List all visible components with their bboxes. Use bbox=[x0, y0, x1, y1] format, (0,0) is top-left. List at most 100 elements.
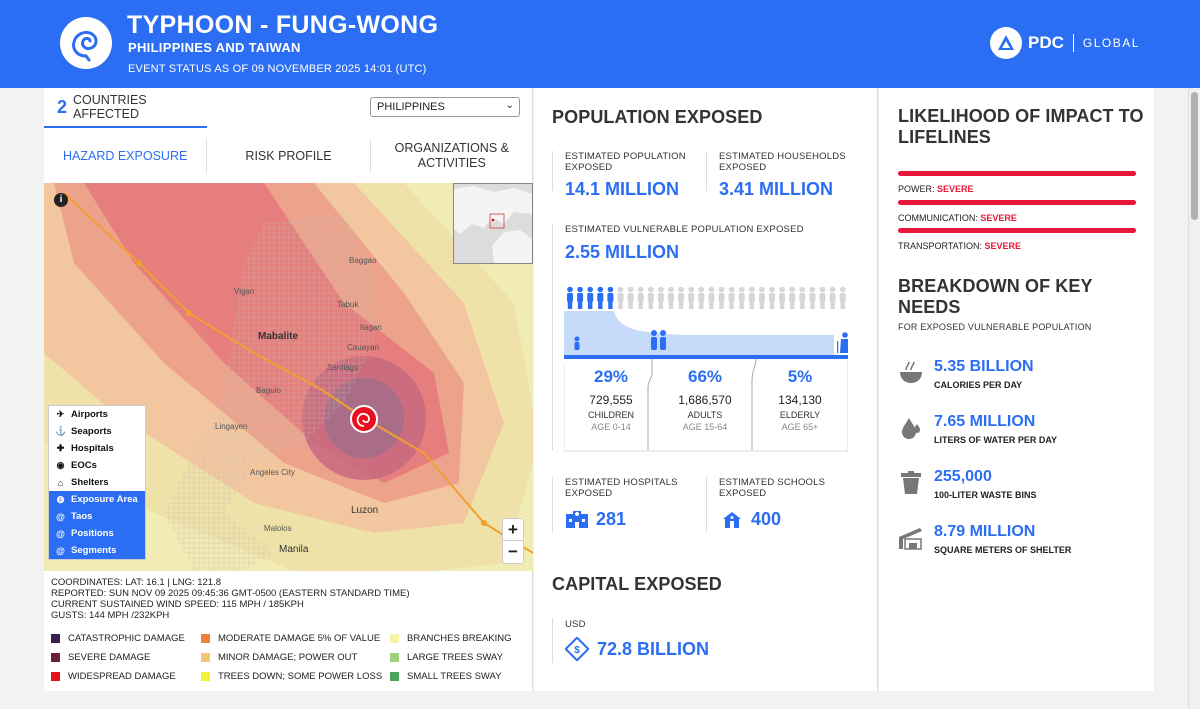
need-desc: SQUARE METERS OF SHELTER bbox=[934, 545, 1072, 555]
person-icon bbox=[597, 286, 604, 309]
person-icon bbox=[698, 286, 705, 309]
layer-hospitals[interactable]: ✚ Hospitals bbox=[49, 440, 145, 457]
est-population-label: ESTIMATED POPULATION EXPOSED bbox=[565, 151, 686, 173]
lifeline-transportation: TRANSPORTATION: SEVERE bbox=[898, 228, 1136, 251]
layer-taos[interactable]: @ Taos bbox=[49, 508, 145, 525]
hospitals-value: 281 bbox=[596, 509, 627, 529]
map-label: Cauayan bbox=[347, 343, 380, 352]
tab-hazard-exposure[interactable]: HAZARD EXPOSURE bbox=[44, 139, 208, 173]
need-value: 7.65 MILLION bbox=[934, 413, 1036, 430]
layer-airports[interactable]: ✈ Airports bbox=[49, 406, 145, 423]
trash-bin-icon bbox=[901, 471, 921, 494]
coordinates-text: COORDINATES: LAT: 16.1 | LNG: 121.8 bbox=[51, 577, 222, 588]
layer-exposure-area[interactable]: ◍ Exposure Area bbox=[49, 491, 145, 508]
lifelines-panel: LIKELIHOOD OF IMPACT TO LIFELINES POWER:… bbox=[879, 88, 1154, 691]
map-label: Angeles City bbox=[250, 468, 295, 477]
scroll-thumb[interactable] bbox=[1191, 92, 1198, 220]
layer-shelters[interactable]: ⌂ Shelters bbox=[49, 474, 145, 491]
person-icon bbox=[839, 286, 846, 309]
lifelines-title: LIKELIHOOD OF IMPACT TO LIFELINES bbox=[898, 106, 1144, 147]
legend-label: WIDESPREAD DAMAGE bbox=[68, 671, 176, 682]
group-count: 1,686,570 bbox=[678, 393, 732, 407]
layer-label: Positions bbox=[71, 528, 114, 539]
shelter-icon: ⌂ bbox=[57, 477, 64, 488]
brand-divider bbox=[1072, 34, 1074, 52]
key-needs-subtitle: FOR EXPOSED VULNERABLE POPULATION bbox=[898, 322, 1092, 332]
group-name: ELDERLY bbox=[779, 410, 821, 420]
need-value: 255,000 bbox=[934, 468, 992, 485]
page-header: TYPHOON - FUNG-WONG PHILIPPINES AND TAIW… bbox=[0, 0, 1200, 88]
airplane-icon: ✈ bbox=[56, 409, 65, 419]
divider bbox=[706, 477, 707, 532]
tab-organizations-activities[interactable]: ORGANIZATIONS & ACTIVITIES bbox=[394, 141, 509, 170]
divider bbox=[552, 151, 553, 191]
info-icon[interactable]: i bbox=[54, 193, 68, 207]
hazard-panel: 2 COUNTRIES AFFECTED PHILIPPINES ⌄ HAZAR… bbox=[44, 88, 533, 691]
page-scrollbar[interactable] bbox=[1188, 88, 1200, 709]
overview-inset-map[interactable] bbox=[453, 183, 533, 264]
schools-stat: 400 bbox=[722, 509, 781, 530]
zoom-out-button[interactable]: − bbox=[508, 542, 518, 561]
person-icon bbox=[758, 286, 765, 309]
legend-label: SEVERE DAMAGE bbox=[68, 652, 151, 663]
map-layers-legend: ✈ Airports ⚓ Seaports ✚ Hospitals ◉ EOCs ⌂ Sh… bbox=[48, 405, 146, 560]
capital-value: 72.8 BILLION bbox=[597, 638, 710, 659]
legend-label: CATASTROPHIC DAMAGE bbox=[68, 633, 185, 644]
layer-seaports[interactable]: ⚓ Seaports bbox=[49, 423, 145, 440]
tab-risk-profile[interactable]: RISK PROFILE bbox=[207, 139, 371, 173]
layer-positions[interactable]: @ Positions bbox=[49, 525, 145, 542]
lifeline-label: COMMUNICATION: bbox=[898, 213, 978, 223]
schools-label: ESTIMATED SCHOOLS EXPOSED bbox=[719, 477, 826, 499]
divider bbox=[552, 224, 553, 450]
layer-label: Seaports bbox=[71, 426, 112, 437]
person-icon bbox=[779, 286, 786, 309]
countries-affected-tab[interactable]: 2 COUNTRIES AFFECTED bbox=[44, 88, 207, 128]
map-label: Luzon bbox=[351, 505, 379, 516]
hospitals-label: ESTIMATED HOSPITALS EXPOSED bbox=[565, 477, 678, 499]
map-label: Santiago bbox=[327, 363, 359, 372]
countries-count: 2 bbox=[57, 96, 68, 117]
map-label: Baggao bbox=[349, 256, 377, 265]
hospital-icon bbox=[566, 510, 588, 528]
map-label: Ilagan bbox=[360, 323, 382, 332]
event-status: EVENT STATUS AS OF 09 NOVEMBER 2025 14:0… bbox=[128, 63, 427, 75]
map-canvas[interactable] bbox=[44, 183, 533, 571]
elderly-icon bbox=[837, 332, 848, 353]
group-percent: 29% bbox=[593, 367, 629, 386]
group-name: ADULTS bbox=[687, 410, 723, 420]
country-select[interactable]: PHILIPPINES ⌄ bbox=[370, 97, 520, 117]
exposure-icon: ◍ bbox=[56, 494, 65, 504]
money-tag-icon: $ bbox=[565, 637, 589, 661]
adults-icon bbox=[651, 330, 666, 350]
map-label: Tabuk bbox=[337, 300, 359, 309]
layer-label: EOCs bbox=[71, 460, 97, 471]
group-percent: 66% bbox=[687, 367, 723, 386]
person-icon bbox=[637, 286, 644, 309]
need-desc: 100-LITER WASTE BINS bbox=[934, 490, 1037, 500]
water-drop-icon bbox=[902, 418, 920, 439]
legend-swatch bbox=[201, 672, 210, 681]
capital-stat: $ 72.8 BILLION bbox=[565, 637, 709, 661]
hospitals-stat: 281 bbox=[565, 509, 626, 530]
group-age: AGE 65+ bbox=[781, 422, 819, 432]
layer-label: Segments bbox=[71, 545, 117, 556]
lifeline-text: COMMUNICATION: SEVERE bbox=[898, 213, 1136, 223]
lifeline-label: POWER: bbox=[898, 184, 935, 194]
person-icon bbox=[819, 286, 826, 309]
layer-segments[interactable]: @ Segments bbox=[49, 542, 145, 559]
section-tabs: HAZARD EXPOSURE RISK PROFILE ORGANIZATIO… bbox=[44, 139, 533, 173]
impact-bar bbox=[898, 200, 1136, 205]
layer-eocs[interactable]: ◉ EOCs bbox=[49, 457, 145, 474]
person-icon bbox=[587, 286, 594, 309]
pdc-brand[interactable]: PDC GLOBAL bbox=[990, 27, 1140, 59]
layer-label: Shelters bbox=[71, 477, 109, 488]
map-label: Lingayen bbox=[215, 422, 248, 431]
group-percent: 5% bbox=[787, 367, 813, 386]
est-population-value: 14.1 MILLION bbox=[565, 179, 680, 199]
lifeline-label: TRANSPORTATION: bbox=[898, 241, 983, 251]
person-icon bbox=[668, 286, 674, 309]
hazard-map[interactable]: Baggao Vigan Tabuk Mabalite Ilagan Cauay… bbox=[44, 183, 533, 571]
person-icon bbox=[799, 286, 806, 309]
storm-details: COORDINATES: LAT: 16.1 | LNG: 121.8 REPO… bbox=[51, 577, 409, 621]
zoom-in-button[interactable]: + bbox=[503, 519, 523, 541]
